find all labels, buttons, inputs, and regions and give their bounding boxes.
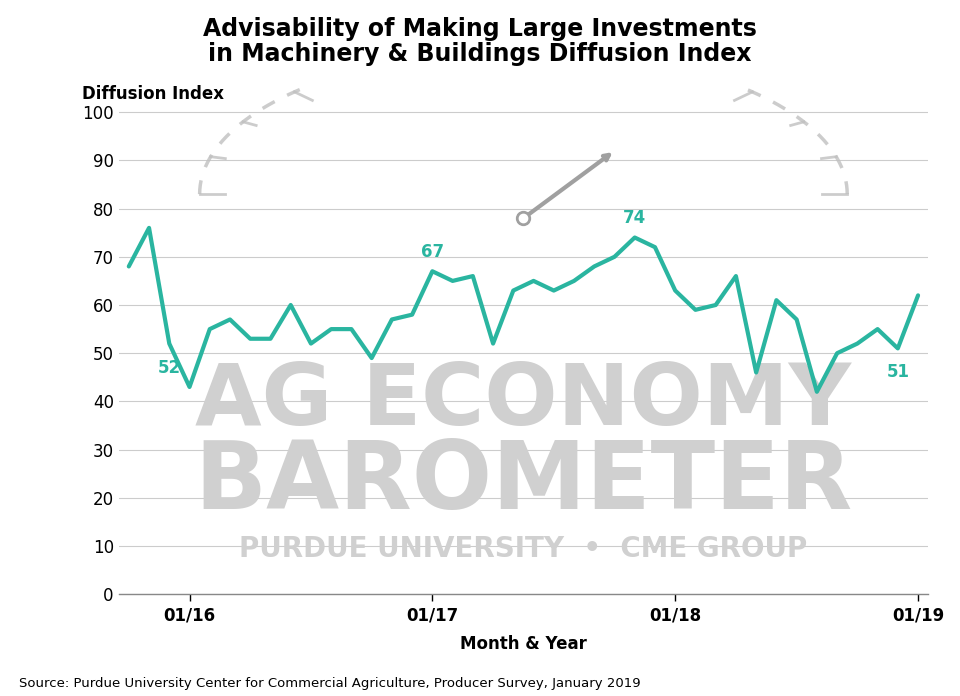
- Text: 52: 52: [157, 358, 180, 377]
- Text: BAROMETER: BAROMETER: [194, 437, 852, 529]
- Text: Diffusion Index: Diffusion Index: [82, 85, 224, 103]
- Text: AG ECONOMY: AG ECONOMY: [196, 361, 852, 443]
- Text: in Machinery & Buildings Diffusion Index: in Machinery & Buildings Diffusion Index: [208, 42, 752, 66]
- Text: Advisability of Making Large Investments: Advisability of Making Large Investments: [204, 17, 756, 41]
- Text: 62: 62: [0, 695, 1, 696]
- Text: PURDUE UNIVERSITY  •  CME GROUP: PURDUE UNIVERSITY • CME GROUP: [239, 535, 807, 562]
- Text: Source: Purdue University Center for Commercial Agriculture, Producer Survey, Ja: Source: Purdue University Center for Com…: [19, 677, 641, 690]
- Text: 74: 74: [623, 209, 646, 227]
- X-axis label: Month & Year: Month & Year: [460, 635, 587, 653]
- Text: 67: 67: [420, 243, 444, 261]
- Text: 51: 51: [886, 363, 909, 381]
